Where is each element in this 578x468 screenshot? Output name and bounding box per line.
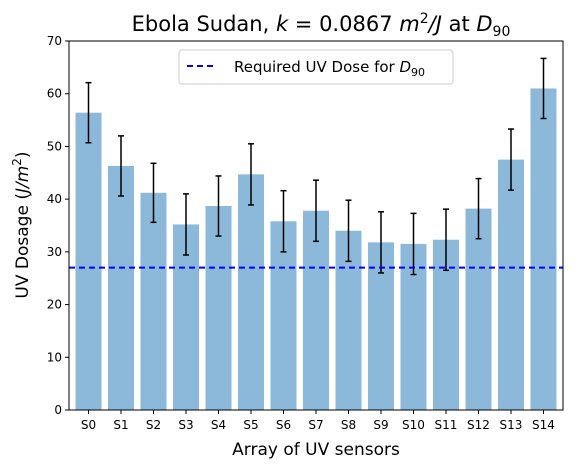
error-bar-s1 xyxy=(118,135,124,197)
y-tick-label: 0 xyxy=(54,403,62,417)
x-tick-label: S2 xyxy=(146,418,161,432)
error-bar-s2 xyxy=(150,162,157,224)
legend-label: Required UV Dose for D90 xyxy=(234,58,425,79)
x-tick-label: S6 xyxy=(276,418,291,432)
y-tick-label: 60 xyxy=(47,87,62,101)
error-bar-s9 xyxy=(378,211,384,274)
x-tick-label: S5 xyxy=(243,418,258,432)
error-bar-s4 xyxy=(215,175,222,237)
bar-s0 xyxy=(75,112,102,410)
x-tick-label: S10 xyxy=(402,418,425,432)
y-tick-label: 50 xyxy=(47,139,62,153)
legend-box xyxy=(178,49,454,85)
x-tick-label: S12 xyxy=(467,418,490,432)
x-tick-label: S0 xyxy=(81,418,96,432)
x-tick-label: S4 xyxy=(211,418,226,432)
error-bar-s11 xyxy=(443,208,449,272)
y-tick-label: 70 xyxy=(47,34,62,48)
bar-s6 xyxy=(270,221,297,410)
y-tick-label: 30 xyxy=(47,245,62,259)
x-tick-label: S14 xyxy=(532,418,555,432)
bar-s7 xyxy=(303,210,329,410)
bar-s2 xyxy=(140,192,167,410)
x-axis-ticks: S0 S1 S2 S3 S4 S5 S6 S7 S8 S9 S10 S11 S12 S13 S14 xyxy=(81,410,555,432)
error-bar-s7 xyxy=(313,179,319,243)
error-bars-group xyxy=(85,57,547,276)
error-bar-s14 xyxy=(540,57,547,120)
error-bar-s6 xyxy=(280,189,287,253)
y-tick-label: 20 xyxy=(47,298,62,312)
bars-group xyxy=(75,88,557,410)
error-bar-s5 xyxy=(248,143,254,206)
error-bar-s10 xyxy=(410,212,417,276)
x-tick-label: S8 xyxy=(341,418,356,432)
y-tick-label: 10 xyxy=(47,350,62,364)
y-axis-label: UV Dosage (J/m2) xyxy=(10,151,33,298)
error-bar-s8 xyxy=(345,199,352,263)
bar-s1 xyxy=(108,165,134,410)
x-tick-label: S13 xyxy=(500,418,523,432)
bar-s12 xyxy=(465,208,492,410)
x-axis-label: Array of UV sensors xyxy=(232,440,400,460)
bar-s4 xyxy=(205,205,232,410)
bar-s5 xyxy=(238,174,264,410)
x-tick-label: S7 xyxy=(308,418,323,432)
y-tick-label: 40 xyxy=(47,192,62,206)
chart-title: Ebola Sudan, k = 0.0867 m2/J at D90 xyxy=(132,11,511,40)
error-bar-s13 xyxy=(508,128,514,191)
x-tick-label: S9 xyxy=(373,418,388,432)
legend: Required UV Dose for D90 xyxy=(178,49,454,85)
x-tick-label: S1 xyxy=(113,418,128,432)
y-axis-ticks: 0 10 20 30 40 50 60 70 xyxy=(47,34,69,417)
bar-s13 xyxy=(498,159,524,410)
error-bar-s12 xyxy=(475,177,482,240)
error-bar-s0 xyxy=(85,81,92,144)
bar-s14 xyxy=(530,88,557,410)
x-tick-label: S3 xyxy=(178,418,193,432)
x-tick-label: S11 xyxy=(435,418,458,432)
error-bar-s3 xyxy=(183,193,189,256)
